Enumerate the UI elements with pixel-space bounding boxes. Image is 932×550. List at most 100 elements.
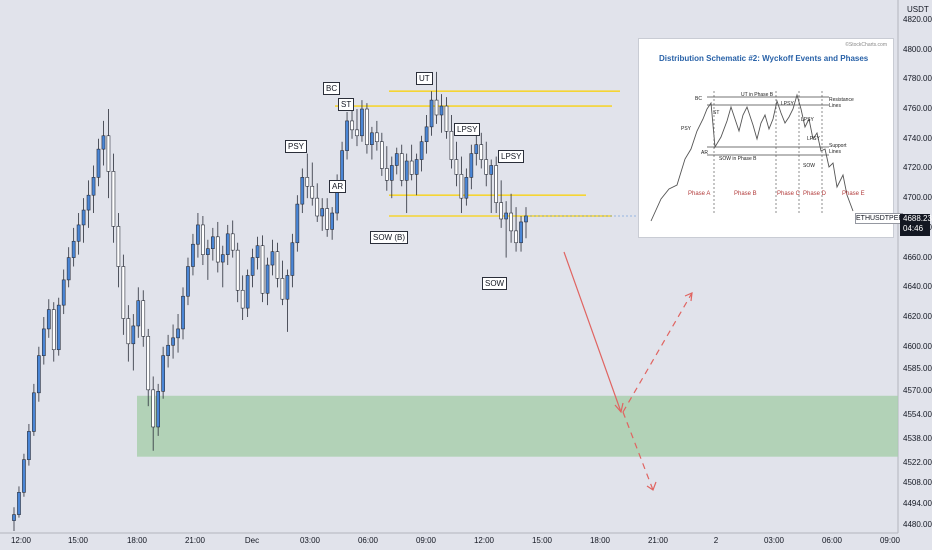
y-tick-label: 4508.00 — [903, 478, 932, 488]
candle — [126, 318, 131, 345]
candle — [235, 249, 240, 291]
candle — [17, 492, 21, 515]
candle — [176, 328, 180, 339]
label-ar: AR — [329, 180, 347, 193]
symbol-label: ETHUSDTPERP — [855, 213, 909, 224]
candle — [414, 159, 419, 175]
candle — [141, 300, 146, 337]
y-tick-label: 4720.00 — [903, 163, 932, 173]
candle — [220, 254, 225, 263]
candle — [409, 160, 414, 175]
candle — [250, 257, 255, 276]
projection-arrow-up-dashed — [622, 292, 693, 413]
candle — [260, 245, 265, 294]
label-bc: BC — [323, 82, 341, 95]
label-sow: SOW — [482, 277, 508, 290]
candle — [275, 251, 280, 279]
candle — [509, 212, 513, 232]
candle — [350, 120, 354, 131]
last-price-tag: 4688.23 04:46 — [900, 214, 932, 236]
candle — [225, 233, 230, 255]
candle — [524, 215, 528, 223]
x-tick-label: 03:00 — [299, 536, 321, 545]
candle — [429, 99, 434, 128]
candle — [285, 275, 290, 300]
label-st: ST — [338, 98, 355, 111]
candle — [375, 132, 379, 143]
candle — [131, 325, 136, 345]
candle — [37, 355, 41, 394]
candle — [101, 135, 106, 150]
wyckoff-schematic-inset: ©StockCharts.com Distribution Schematic … — [638, 38, 894, 238]
label-lpsy: LPSY — [454, 123, 481, 136]
label-sow-b: SOW (B) — [370, 231, 408, 244]
inset-phase-c: Phase C — [777, 191, 801, 197]
inset-label-resistance: Resistance Lines — [829, 97, 854, 109]
candle — [66, 257, 71, 281]
candle — [71, 240, 76, 258]
y-tick-label: 4780.00 — [903, 74, 932, 84]
candle — [265, 264, 270, 294]
inset-label-bc: BC — [695, 96, 702, 102]
candle — [315, 197, 320, 217]
candle — [96, 148, 101, 178]
x-tick-label: 21:00 — [184, 536, 206, 545]
candle — [121, 266, 126, 319]
candle — [166, 344, 170, 356]
candle — [111, 171, 116, 227]
x-tick-label: 12:00 — [10, 536, 32, 545]
candle — [76, 224, 81, 242]
candle — [280, 278, 285, 300]
projection-arrow-down — [563, 251, 622, 413]
candle — [360, 108, 364, 137]
inset-label-lpsy: LPSY — [807, 136, 820, 142]
y-tick-label: 4538.00 — [903, 433, 932, 443]
candle — [81, 209, 86, 226]
projection-arrow-head — [614, 402, 624, 414]
y-tick-label: 4480.00 — [903, 520, 932, 530]
candle — [156, 391, 160, 428]
candle — [295, 203, 300, 244]
inset-label-sow-b: SOW in Phase B — [719, 156, 757, 162]
candle — [389, 165, 394, 181]
x-tick-label: 09:00 — [879, 536, 901, 545]
candle — [270, 251, 275, 266]
x-tick-label: 12:00 — [473, 536, 495, 545]
candle — [86, 194, 91, 211]
x-tick-label: 06:00 — [821, 536, 843, 545]
inset-phase-a: Phase A — [688, 191, 711, 197]
inset-label-st: ST — [713, 110, 720, 116]
x-tick-label: 18:00 — [126, 536, 148, 545]
candle — [215, 236, 220, 263]
candle — [310, 185, 315, 199]
candle — [206, 248, 210, 255]
currency-label: USDT — [907, 5, 929, 14]
y-tick-label: 4640.00 — [903, 282, 932, 292]
countdown: 04:46 — [903, 224, 924, 233]
y-tick-label: 4700.00 — [903, 193, 932, 203]
y-tick-label: 4585.00 — [903, 364, 932, 374]
candle — [479, 144, 484, 160]
label-lpsy: LPSY — [498, 150, 525, 163]
y-tick-label: 4660.00 — [903, 252, 932, 262]
candle — [196, 224, 200, 245]
candle — [201, 224, 205, 255]
candle — [345, 120, 349, 151]
candle — [290, 242, 295, 276]
candle — [394, 153, 399, 166]
candle — [384, 168, 389, 181]
x-tick-label: 15:00 — [531, 536, 553, 545]
x-tick-label: 18:00 — [589, 536, 611, 545]
demand-zone — [137, 395, 898, 457]
y-tick-label: 4494.00 — [903, 499, 932, 509]
candle — [161, 355, 165, 392]
candle — [499, 202, 503, 220]
candle — [370, 132, 374, 145]
candle — [151, 389, 156, 428]
candle — [27, 431, 31, 460]
candle — [56, 304, 61, 351]
candle — [41, 328, 46, 356]
candle — [444, 105, 449, 132]
